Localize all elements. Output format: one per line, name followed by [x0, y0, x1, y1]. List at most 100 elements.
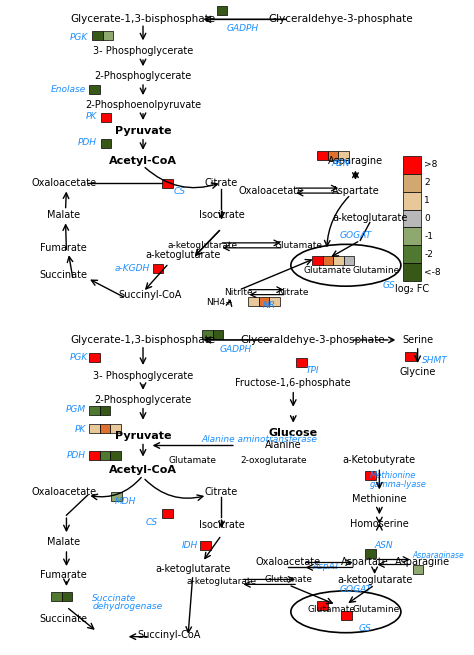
Text: Glucose: Glucose [269, 428, 318, 438]
Text: Asparagine: Asparagine [395, 557, 450, 567]
Text: dehydrogenase: dehydrogenase [92, 603, 163, 611]
Text: Oxaloacetate: Oxaloacetate [256, 557, 321, 567]
Text: Succinate: Succinate [40, 614, 88, 624]
Text: Glutamate: Glutamate [274, 241, 322, 250]
Text: CS: CS [173, 187, 186, 196]
Text: Oxaloacetate: Oxaloacetate [239, 185, 304, 196]
Bar [403, 191, 420, 210]
Bar [333, 256, 344, 265]
Text: GS: GS [383, 281, 395, 290]
Text: <-8: <-8 [424, 268, 441, 276]
Text: 2-Phosphoglycerate: 2-Phosphoglycerate [94, 71, 191, 81]
Bar [100, 424, 110, 432]
Text: Oxaloacetate: Oxaloacetate [31, 178, 96, 187]
Text: >8: >8 [424, 160, 438, 169]
Text: Citrate: Citrate [205, 487, 238, 497]
Text: Acetyl-CoA: Acetyl-CoA [109, 466, 177, 476]
Bar [62, 592, 72, 601]
Bar [338, 151, 349, 160]
Text: Glutamate: Glutamate [304, 266, 352, 274]
Bar [323, 256, 333, 265]
Bar [110, 424, 121, 432]
Bar [312, 256, 323, 265]
Text: a-ketoglutarate: a-ketoglutarate [155, 564, 230, 574]
Text: GS: GS [359, 624, 372, 633]
Text: TPI: TPI [306, 366, 319, 375]
Text: Succinyl-CoA: Succinyl-CoA [137, 629, 201, 640]
Text: Nitrate: Nitrate [277, 288, 309, 297]
Text: Glutamate: Glutamate [308, 605, 356, 614]
Bar [100, 451, 110, 460]
Text: Succinate: Succinate [92, 594, 137, 603]
Text: PGK: PGK [69, 33, 88, 42]
Text: Glycerate-1,3-bisphosphate: Glycerate-1,3-bisphosphate [71, 14, 216, 24]
Bar [403, 263, 420, 281]
Text: SHMT: SHMT [422, 356, 448, 365]
Text: -2: -2 [424, 250, 433, 259]
Text: PK: PK [74, 425, 86, 434]
Bar [90, 405, 100, 415]
Bar [92, 31, 103, 40]
Text: Aspartate: Aspartate [332, 185, 379, 196]
Bar [100, 405, 110, 415]
Text: 2-oxoglutarate: 2-oxoglutarate [241, 456, 308, 465]
Bar [90, 85, 100, 94]
Text: log₂ FC: log₂ FC [395, 284, 429, 294]
Text: Asparagine: Asparagine [328, 156, 383, 166]
Bar [162, 179, 173, 187]
Bar [248, 297, 259, 306]
Bar [259, 297, 269, 306]
Text: Glutamate: Glutamate [264, 576, 312, 584]
Bar [101, 113, 111, 122]
Text: IDH: IDH [181, 540, 198, 550]
Text: Glycerate-1,3-bisphosphate: Glycerate-1,3-bisphosphate [71, 335, 216, 345]
Text: Glyceraldehye-3-phosphate: Glyceraldehye-3-phosphate [240, 335, 385, 345]
Text: 0: 0 [424, 214, 430, 223]
Bar [269, 297, 280, 306]
Text: Enolase: Enolase [50, 84, 86, 94]
Text: CS: CS [145, 517, 157, 527]
Bar [51, 592, 62, 601]
Bar [162, 509, 173, 518]
Text: Isocitrate: Isocitrate [199, 520, 245, 530]
Bar [103, 31, 113, 40]
Text: a-Ketobutyrate: a-Ketobutyrate [343, 455, 416, 466]
Bar [110, 451, 121, 460]
Bar [413, 565, 423, 574]
Text: Aspartate: Aspartate [341, 557, 389, 567]
Text: Serine: Serine [402, 335, 433, 345]
Text: PGM: PGM [65, 405, 86, 414]
Bar [344, 256, 355, 265]
Text: Alanine: Alanine [265, 441, 302, 451]
Bar [101, 139, 111, 148]
Text: a-ketoglutarate: a-ketoglutarate [146, 250, 221, 260]
Text: GOGAT: GOGAT [339, 231, 372, 240]
Text: NR: NR [263, 301, 276, 310]
Bar [403, 246, 420, 263]
Text: GADPH: GADPH [220, 345, 252, 354]
Text: Asparaginase: Asparaginase [413, 551, 465, 559]
Text: Isocitrate: Isocitrate [199, 210, 245, 221]
Text: gamma-lyase: gamma-lyase [370, 480, 427, 489]
Bar [317, 601, 328, 610]
Bar [317, 151, 328, 160]
Text: Glyceraldehye-3-phosphate: Glyceraldehye-3-phosphate [269, 14, 413, 24]
Bar [365, 549, 375, 558]
Bar [365, 472, 375, 480]
Text: 2: 2 [424, 178, 430, 187]
Text: Glutamine: Glutamine [353, 266, 400, 274]
Text: Glutamine: Glutamine [353, 605, 400, 614]
Text: Malate: Malate [47, 537, 80, 547]
Text: 2-Phosphoenolpyruvate: 2-Phosphoenolpyruvate [85, 100, 201, 110]
Bar [202, 330, 213, 339]
Bar [328, 151, 338, 160]
Text: PDH: PDH [78, 138, 97, 147]
Text: 3- Phosphoglycerate: 3- Phosphoglycerate [93, 371, 193, 381]
Text: Fumarate: Fumarate [40, 570, 87, 580]
Bar [201, 541, 211, 550]
Bar [405, 352, 416, 361]
Text: ASN: ASN [375, 540, 393, 550]
Text: Methionine: Methionine [370, 471, 416, 480]
Bar [153, 264, 163, 273]
Text: AspAT: AspAT [313, 563, 340, 571]
